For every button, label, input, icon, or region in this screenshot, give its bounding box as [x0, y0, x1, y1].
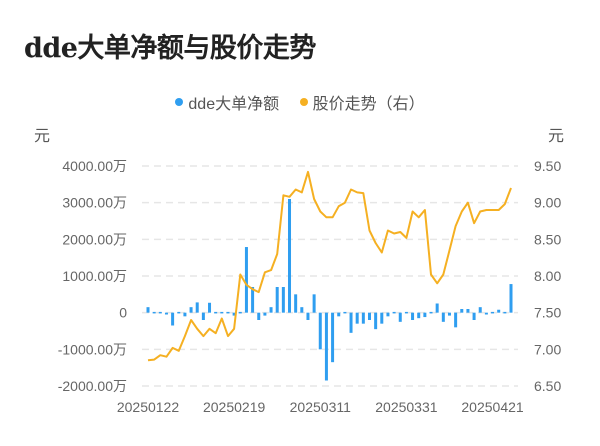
x-tick-label: 20250421	[461, 399, 524, 415]
dde-bar[interactable]	[367, 312, 371, 320]
legend-dot-dde-icon	[175, 98, 184, 106]
dde-bar[interactable]	[238, 311, 242, 314]
right-tick-label: 9.50	[534, 158, 561, 174]
dde-bar[interactable]	[478, 307, 482, 313]
legend-label-dde: dde大单净额	[188, 96, 280, 113]
dde-bar[interactable]	[195, 302, 199, 313]
dde-bar[interactable]	[331, 312, 335, 363]
dde-bar[interactable]	[509, 284, 513, 313]
dde-bar[interactable]	[251, 287, 255, 313]
left-tick-label: -1000.00万	[58, 341, 127, 357]
dde-bar[interactable]	[146, 307, 150, 313]
left-tick-label: 4000.00万	[62, 158, 127, 174]
dde-bar[interactable]	[411, 312, 415, 320]
left-axis-unit: 元	[34, 128, 50, 145]
legend-item-dde[interactable]: dde大单净额	[175, 90, 279, 114]
right-tick-label: 8.50	[534, 231, 561, 247]
dde-bar[interactable]	[460, 309, 464, 313]
dde-bar[interactable]	[164, 312, 168, 315]
dde-bar[interactable]	[349, 312, 353, 333]
price-line	[147, 170, 512, 362]
left-tick-label: 1000.00万	[62, 268, 127, 284]
x-axis: 20250122 20250219 20250311 20250331 20250421	[117, 399, 524, 415]
x-tick-label: 20250122	[117, 399, 180, 415]
legend-item-price[interactable]: 股价走势（右）	[299, 90, 425, 114]
dde-bar[interactable]	[226, 311, 230, 314]
dde-bar[interactable]	[257, 312, 261, 320]
dde-bar[interactable]	[398, 312, 402, 322]
dde-bar[interactable]	[447, 312, 451, 316]
dde-bar[interactable]	[337, 312, 341, 317]
right-tick-label: 7.50	[534, 305, 561, 321]
dde-bar[interactable]	[491, 311, 495, 314]
dde-bar[interactable]	[177, 311, 181, 314]
dde-bar[interactable]	[318, 312, 322, 350]
dde-bar[interactable]	[386, 312, 390, 317]
dde-bar[interactable]	[324, 312, 328, 381]
dde-bar[interactable]	[208, 302, 212, 313]
dde-bar[interactable]	[429, 311, 433, 314]
dde-bar[interactable]	[300, 307, 304, 313]
left-tick-label: 2000.00万	[62, 231, 127, 247]
price-line-path[interactable]	[147, 170, 512, 362]
dde-bar[interactable]	[214, 311, 218, 314]
dde-bar[interactable]	[417, 312, 421, 319]
right-tick-label: 8.00	[534, 268, 561, 284]
left-axis: 元 4000.00万 3000.00万 2000.00万 1000.00万 0 -1000…	[34, 128, 127, 394]
dde-bar[interactable]	[244, 247, 248, 313]
chart-title: dde大单净额与股价走势	[24, 33, 316, 64]
dde-bar[interactable]	[497, 309, 501, 313]
dde-bar[interactable]	[232, 312, 236, 316]
right-axis: 元 9.50 9.00 8.50 8.00 7.50 7.00 6.50	[534, 128, 564, 394]
x-tick-label: 20250331	[375, 399, 438, 415]
dde-bar[interactable]	[201, 312, 205, 320]
dde-bar[interactable]	[423, 312, 427, 318]
dde-bar[interactable]	[152, 311, 156, 314]
dde-bar[interactable]	[355, 312, 359, 324]
right-axis-unit: 元	[548, 128, 564, 145]
dde-bar[interactable]	[435, 303, 439, 313]
dde-bar[interactable]	[484, 312, 488, 315]
dde-bar[interactable]	[343, 311, 347, 314]
right-tick-label: 9.00	[534, 195, 561, 211]
x-tick-label: 20250219	[203, 399, 266, 415]
dde-bar[interactable]	[220, 311, 224, 314]
x-tick-label: 20250311	[290, 399, 351, 415]
dde-bar[interactable]	[361, 312, 365, 324]
dde-bar[interactable]	[472, 312, 476, 320]
dde-bar[interactable]	[503, 311, 507, 314]
legend: dde大单净额 股价走势（右）	[0, 90, 600, 114]
dde-bar[interactable]	[183, 312, 187, 317]
dde-bars	[146, 199, 513, 381]
dde-bar[interactable]	[466, 309, 470, 313]
left-tick-label: -2000.00万	[58, 378, 127, 394]
legend-label-price: 股价走势（右）	[312, 96, 425, 113]
left-tick-label: 3000.00万	[62, 195, 127, 211]
dde-bar[interactable]	[171, 312, 175, 326]
dde-bar[interactable]	[380, 312, 384, 324]
right-tick-label: 7.00	[534, 341, 561, 357]
dde-bar[interactable]	[269, 307, 273, 313]
dde-bar[interactable]	[189, 307, 193, 313]
dde-bar[interactable]	[281, 287, 285, 313]
dde-bar[interactable]	[158, 311, 162, 314]
dde-bar[interactable]	[288, 199, 292, 313]
dde-bar[interactable]	[454, 312, 458, 328]
dde-bar[interactable]	[312, 294, 316, 313]
dde-bar[interactable]	[294, 294, 298, 313]
dde-bar[interactable]	[374, 312, 378, 330]
dde-bar[interactable]	[306, 312, 310, 320]
grid-lines	[142, 165, 518, 387]
right-tick-label: 6.50	[534, 378, 561, 394]
left-tick-label: 0	[119, 305, 127, 321]
dde-bar[interactable]	[441, 312, 445, 322]
dde-bar[interactable]	[404, 311, 408, 314]
dde-bar[interactable]	[263, 312, 267, 316]
legend-dot-price-icon	[299, 98, 308, 106]
dde-bar[interactable]	[392, 311, 396, 314]
dde-bar[interactable]	[275, 287, 279, 313]
